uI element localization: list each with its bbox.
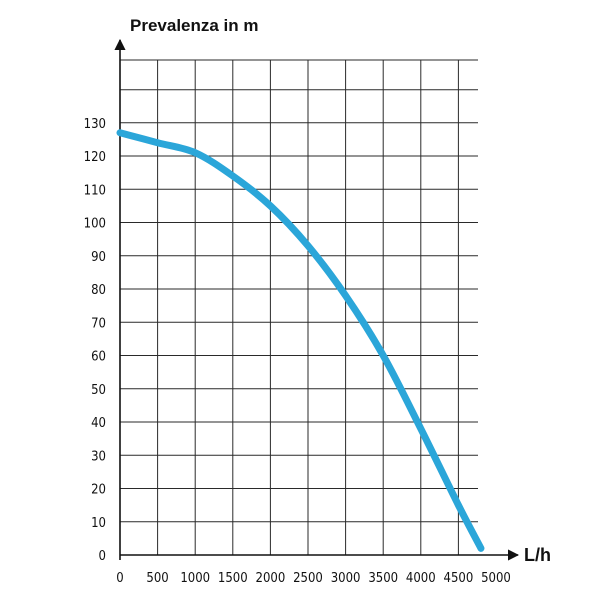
y-tick-label: 80 [91,283,106,298]
y-tick-label: 50 [91,383,106,398]
y-tick-label: 10 [91,516,106,531]
x-tick-label: 3000 [331,571,361,586]
x-tick-label: 0 [116,571,123,586]
series-line [116,129,485,552]
y-tick-label: 30 [91,449,106,464]
y-tick-label: 0 [99,549,106,564]
y-tick-label: 90 [91,250,106,265]
y-tick-label: 70 [91,316,106,331]
y-tick-label: 60 [91,350,106,365]
x-tick-label: 1000 [180,571,210,586]
x-axis-title: L/h [524,545,551,565]
x-tick-label: 5000 [481,571,511,586]
y-tick-label: 130 [84,117,106,132]
y-tick-label: 20 [91,483,106,498]
x-tick-label: 500 [146,571,168,586]
axes [114,38,520,561]
x-tick-label: 4500 [444,571,474,586]
x-tick-label: 4000 [406,571,436,586]
tick-labels: 0 500 1000 1500 2000 2500 3000 3500 4000 4500 5000… [84,117,511,586]
x-tick-label: 3500 [368,571,398,586]
y-axis-title: Prevalenza in m [130,16,259,35]
y-tick-label: 120 [84,150,106,165]
x-tick-label: 2500 [293,571,323,586]
y-tick-label: 40 [91,416,106,431]
y-tick-label: 100 [84,217,106,232]
x-tick-label: 2000 [256,571,286,586]
x-tick-label: 1500 [218,571,248,586]
series [116,129,485,552]
y-tick-label: 110 [84,183,106,198]
grid [120,59,478,555]
